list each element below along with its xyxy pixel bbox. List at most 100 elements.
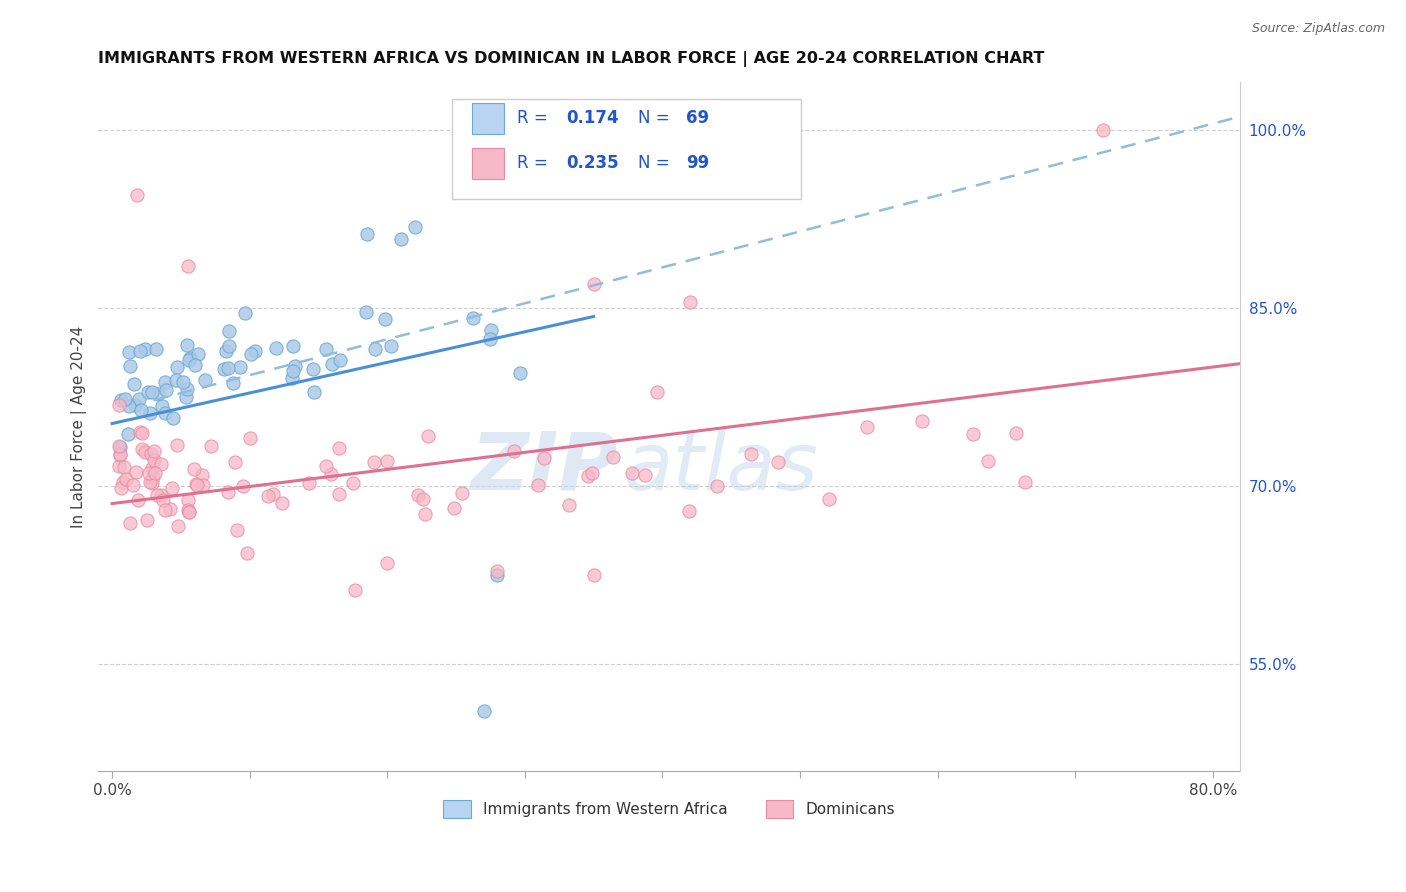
- Point: [108, 398, 131, 412]
- Point: [328, 441, 350, 455]
- Point: [404, 219, 426, 234]
- Point: [377, 454, 399, 468]
- Point: [153, 503, 176, 517]
- Point: [472, 704, 495, 718]
- Point: [302, 361, 325, 376]
- Point: [128, 392, 150, 407]
- Point: [304, 384, 326, 399]
- Point: [581, 466, 603, 480]
- Point: [124, 465, 146, 479]
- Point: [155, 376, 177, 390]
- Point: [212, 361, 235, 376]
- Point: [139, 475, 162, 489]
- Point: [222, 376, 245, 390]
- Text: N =: N =: [638, 154, 675, 172]
- Point: [160, 481, 183, 495]
- Point: [134, 343, 156, 357]
- Point: [215, 343, 238, 358]
- Point: [111, 475, 134, 490]
- Point: [243, 344, 266, 359]
- Point: [186, 478, 208, 492]
- Point: [122, 478, 145, 492]
- Point: [486, 567, 509, 582]
- FancyBboxPatch shape: [472, 103, 503, 134]
- Point: [114, 392, 136, 407]
- Point: [141, 384, 163, 399]
- Point: [315, 342, 337, 356]
- Point: [356, 305, 378, 319]
- FancyBboxPatch shape: [472, 147, 503, 178]
- Point: [141, 461, 163, 475]
- Point: [229, 360, 252, 375]
- Point: [461, 311, 484, 326]
- Point: [200, 439, 222, 453]
- Point: [125, 188, 148, 202]
- Point: [136, 513, 159, 527]
- Point: [389, 232, 412, 246]
- Point: [256, 489, 278, 503]
- Point: [120, 516, 142, 531]
- Point: [127, 492, 149, 507]
- Point: [413, 507, 436, 521]
- Point: [298, 476, 321, 491]
- Point: [356, 227, 378, 241]
- Point: [218, 324, 240, 338]
- Point: [768, 455, 790, 469]
- Text: 0.174: 0.174: [567, 110, 619, 128]
- Point: [226, 523, 249, 537]
- Point: [678, 503, 700, 517]
- Text: R =: R =: [517, 154, 554, 172]
- Point: [1005, 425, 1028, 440]
- Point: [621, 466, 644, 480]
- Point: [911, 414, 934, 428]
- Point: [191, 468, 214, 483]
- Text: 0.235: 0.235: [567, 154, 619, 172]
- Point: [143, 444, 166, 458]
- Point: [319, 467, 342, 482]
- Point: [176, 390, 198, 404]
- Point: [602, 450, 624, 464]
- Point: [177, 352, 200, 367]
- Text: Source: ZipAtlas.com: Source: ZipAtlas.com: [1251, 22, 1385, 36]
- Point: [557, 498, 579, 512]
- Point: [184, 477, 207, 491]
- Text: ZIP: ZIP: [471, 429, 619, 507]
- Point: [150, 399, 173, 413]
- Point: [321, 357, 343, 371]
- Point: [342, 476, 364, 491]
- Point: [1014, 475, 1036, 489]
- Point: [450, 485, 472, 500]
- Point: [108, 447, 131, 461]
- Point: [478, 332, 501, 346]
- Point: [166, 360, 188, 375]
- Point: [145, 488, 167, 502]
- Point: [443, 501, 465, 516]
- Point: [153, 406, 176, 420]
- Point: [122, 376, 145, 391]
- Point: [231, 479, 253, 493]
- Point: [1091, 122, 1114, 136]
- Point: [329, 352, 352, 367]
- Text: 99: 99: [686, 154, 710, 172]
- Point: [239, 347, 262, 361]
- Point: [162, 410, 184, 425]
- Point: [217, 484, 239, 499]
- Point: [117, 427, 139, 442]
- Point: [128, 425, 150, 439]
- Point: [533, 450, 555, 465]
- Point: [159, 501, 181, 516]
- Point: [576, 468, 599, 483]
- Point: [239, 431, 262, 445]
- Point: [112, 459, 135, 474]
- Point: [149, 488, 172, 502]
- Point: [315, 458, 337, 473]
- Text: atlas: atlas: [624, 429, 818, 507]
- Point: [217, 361, 239, 376]
- Point: [509, 366, 531, 380]
- Point: [363, 455, 385, 469]
- Point: [118, 345, 141, 359]
- Point: [364, 342, 387, 356]
- Point: [281, 371, 304, 385]
- Point: [281, 339, 304, 353]
- Point: [526, 477, 548, 491]
